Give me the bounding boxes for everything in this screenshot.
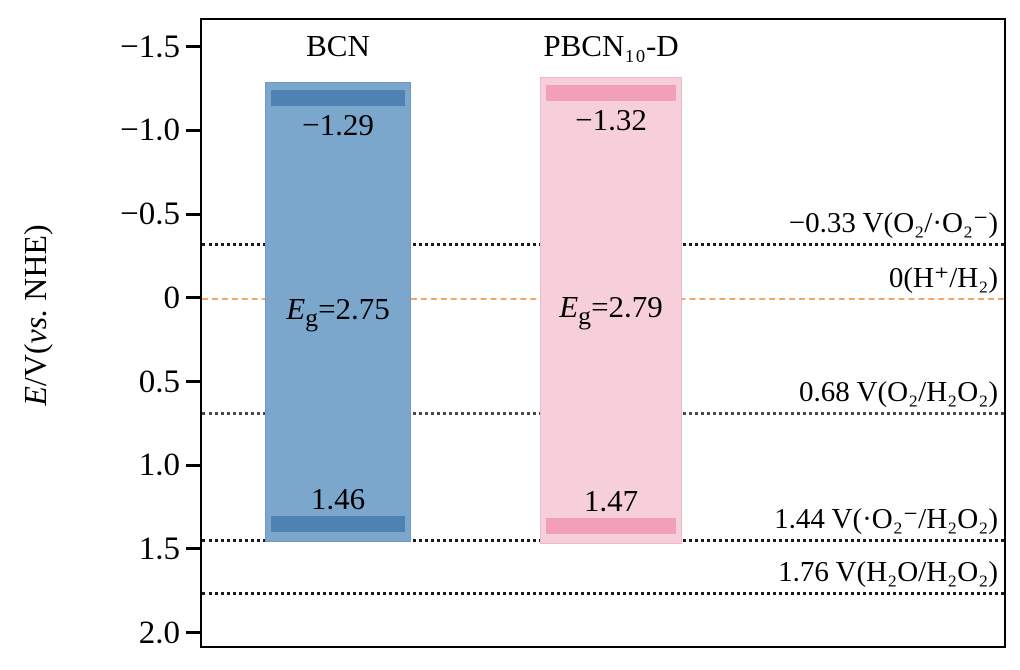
- reference-line-label-1: 0(H⁺/H₂): [888, 261, 998, 294]
- valence-band-value: 1.47: [583, 482, 639, 518]
- band-gap-value: Eg=2.75: [286, 290, 390, 333]
- reference-line-label-0: −0.33 V(O₂/·O₂⁻): [788, 206, 998, 239]
- band-bar-0: −1.29 1.46 Eg=2.75: [265, 81, 411, 543]
- y-tick-label-3: 0: [163, 279, 181, 316]
- bar-title-0: BCN: [306, 28, 370, 63]
- conduction-band-edge: [271, 89, 405, 106]
- valence-band-edge: [271, 516, 405, 533]
- reference-line-4: [202, 592, 1004, 596]
- conduction-band-value: −1.29: [302, 106, 374, 142]
- reference-line-label-2: 0.68 V(O₂/H₂O₂): [799, 375, 998, 408]
- y-tick-label-0: −1.5: [120, 28, 180, 65]
- y-tick-mark-0: [186, 45, 200, 49]
- conduction-band-edge: [546, 84, 676, 101]
- valence-band-edge: [546, 517, 676, 534]
- y-tick-mark-5: [186, 463, 200, 467]
- y-tick-label-2: −0.5: [120, 196, 180, 233]
- y-tick-mark-1: [186, 128, 200, 132]
- y-tick-label-4: 0.5: [138, 363, 180, 400]
- y-tick-mark-2: [186, 212, 200, 216]
- band-gap-value: Eg=2.79: [559, 289, 663, 331]
- conduction-band-value: −1.32: [575, 101, 647, 137]
- bar-title-1: PBCN₁₀-D: [543, 28, 679, 63]
- y-tick-mark-4: [186, 380, 200, 384]
- y-tick-label-5: 1.0: [138, 447, 180, 484]
- y-tick-mark-7: [186, 631, 200, 635]
- y-tick-label-6: 1.5: [138, 530, 180, 567]
- valence-band-value: 1.46: [310, 481, 366, 517]
- y-tick-mark-6: [186, 547, 200, 551]
- reference-line-label-4: 1.76 V(H₂O/H₂O₂): [778, 556, 998, 589]
- plot-area: −0.33 V(O₂/·O₂⁻) 0(H⁺/H₂) 0.68 V(O₂/H₂O₂) 1…: [200, 18, 1006, 648]
- reference-line-label-3: 1.44 V(·O₂⁻/H₂O₂): [774, 502, 998, 535]
- y-tick-label-1: −1.0: [120, 112, 180, 149]
- y-tick-mark-3: [186, 296, 200, 300]
- band-bar-1: −1.32 1.47 Eg=2.79: [540, 76, 682, 544]
- y-tick-label-7: 2.0: [138, 614, 180, 651]
